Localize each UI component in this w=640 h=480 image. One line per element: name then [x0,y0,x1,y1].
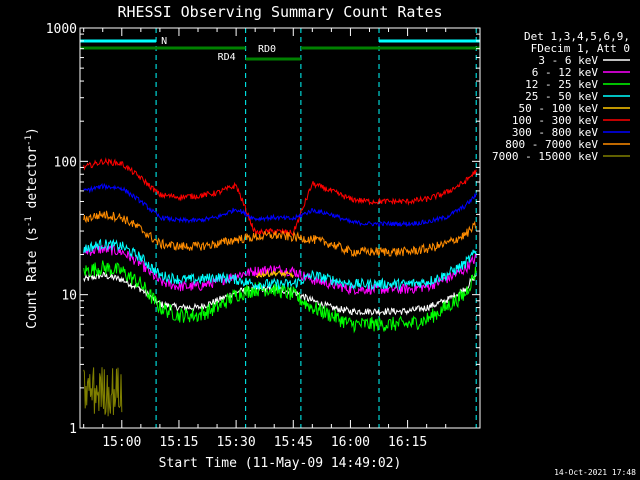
y-tick-label: 1 [69,422,77,437]
annotation-layer: N RD0 RD4 [79,28,480,428]
series-layer [83,157,477,417]
y-tick-label: 100 [54,155,77,170]
series-line [83,238,477,291]
series-line [83,182,477,228]
night-label: N [161,36,167,47]
y-axis-label-part: Count Rate (s [25,227,40,329]
axis-layer: 1 10 100 1000 15:00 15:15 15:30 15:45 16:00 16:15 [46,22,480,450]
series-line [83,367,123,417]
legend-entry-label: 7000 - 15000 keV [492,150,598,163]
legend-entry-label: 12 - 25 keV [525,78,598,91]
series-line [83,260,477,334]
x-tick-label: 15:45 [274,435,313,450]
series-line [255,269,294,279]
plot-frame [79,27,481,429]
x-tick-label: 16:00 [331,435,370,450]
y-axis-label-superscript: -1 [24,216,34,227]
legend-entry-label: 3 - 6 keV [538,54,598,67]
y-axis-label-superscript: -1 [24,135,34,146]
y-tick-label: 1000 [46,22,77,37]
legend-entry-label: 800 - 7000 keV [505,138,598,151]
x-tick-label: 16:15 [388,435,427,450]
legend-title-line: FDecim 1, Att 0 [531,42,630,55]
x-tick-label: 15:00 [102,435,141,450]
legend-entry-label: 6 - 12 keV [532,66,599,79]
y-axis-label: Count Rate (s-1 detector-1) [24,127,40,329]
series-line [83,244,477,296]
y-tick-label: 10 [61,289,77,304]
legend-entry-label: 300 - 800 keV [512,126,598,139]
rd0-label: RD0 [258,44,276,55]
legend-entry-label: 25 - 50 keV [525,90,598,103]
x-axis-label: Start Time (11-May-09 14:49:02) [159,456,402,471]
x-tick-label: 15:15 [159,435,198,450]
x-tick-label: 15:30 [217,435,256,450]
series-line [83,210,477,258]
legend-title-line: Det 1,3,4,5,6,9, [524,30,630,43]
y-axis-label-part: detector [25,146,40,217]
legend: Det 1,3,4,5,6,9, FDecim 1, Att 0 3 - 6 k… [492,30,630,163]
chart-title: RHESSI Observing Summary Count Rates [117,3,442,21]
series-line [83,157,477,237]
legend-entry-label: 50 - 100 keV [519,102,599,115]
legend-entry-label: 100 - 300 keV [512,114,598,127]
timestamp: 14-Oct-2021 17:48 [554,468,636,477]
rd4-label: RD4 [218,52,236,63]
y-axis-label-part: ) [25,127,40,135]
